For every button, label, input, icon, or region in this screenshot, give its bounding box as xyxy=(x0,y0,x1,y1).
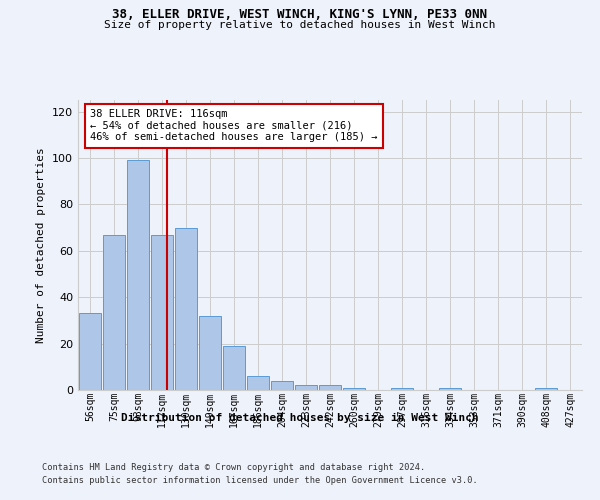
Bar xyxy=(535,388,557,390)
Bar xyxy=(175,228,197,390)
Bar xyxy=(319,386,341,390)
Text: 38 ELLER DRIVE: 116sqm
← 54% of detached houses are smaller (216)
46% of semi-de: 38 ELLER DRIVE: 116sqm ← 54% of detached… xyxy=(91,110,378,142)
Bar xyxy=(79,314,101,390)
Bar xyxy=(223,346,245,390)
Text: 38, ELLER DRIVE, WEST WINCH, KING'S LYNN, PE33 0NN: 38, ELLER DRIVE, WEST WINCH, KING'S LYNN… xyxy=(113,8,487,20)
Text: Size of property relative to detached houses in West Winch: Size of property relative to detached ho… xyxy=(104,20,496,30)
Y-axis label: Number of detached properties: Number of detached properties xyxy=(37,147,46,343)
Bar xyxy=(199,316,221,390)
Bar xyxy=(295,386,317,390)
Bar xyxy=(391,388,413,390)
Bar xyxy=(343,388,365,390)
Bar xyxy=(103,234,125,390)
Text: Contains HM Land Registry data © Crown copyright and database right 2024.: Contains HM Land Registry data © Crown c… xyxy=(42,462,425,471)
Text: Distribution of detached houses by size in West Winch: Distribution of detached houses by size … xyxy=(121,412,479,422)
Bar xyxy=(151,234,173,390)
Bar xyxy=(247,376,269,390)
Bar xyxy=(439,388,461,390)
Bar xyxy=(271,380,293,390)
Text: Contains public sector information licensed under the Open Government Licence v3: Contains public sector information licen… xyxy=(42,476,478,485)
Bar xyxy=(127,160,149,390)
